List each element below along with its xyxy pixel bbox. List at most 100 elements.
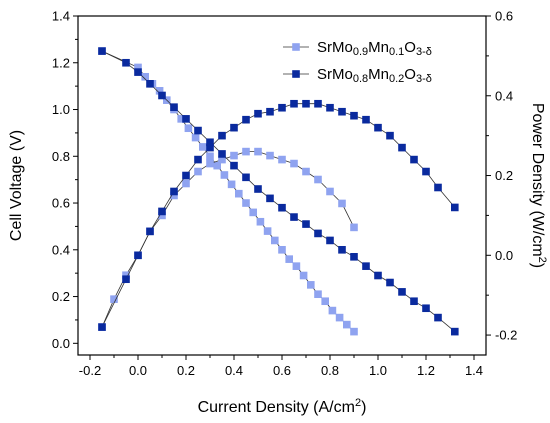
x-axis-title-text: Current Density (A/cm xyxy=(198,399,355,416)
left-y-tick-label: 0.2 xyxy=(52,289,70,304)
voltage-point xyxy=(374,271,382,280)
voltage-point xyxy=(230,161,238,170)
power-point xyxy=(314,175,322,184)
voltage-point xyxy=(302,220,310,228)
voltage-point xyxy=(184,124,193,133)
voltage-point xyxy=(177,115,185,123)
voltage-point xyxy=(134,63,142,72)
power-point xyxy=(290,99,298,108)
voltage-point xyxy=(410,297,418,306)
power-point xyxy=(422,167,430,176)
left-y-axis-ticks: 0.0 0.2 0.4 0.6 0.8 1.0 1.2 1.4 xyxy=(52,9,78,351)
voltage-point xyxy=(218,150,226,158)
power-point xyxy=(206,159,214,168)
power-point xyxy=(374,123,382,132)
voltage-point xyxy=(278,245,286,254)
voltage-point xyxy=(170,103,178,111)
x-tick-label: 0.4 xyxy=(225,363,243,378)
power-point xyxy=(230,151,238,160)
power-point xyxy=(110,295,118,303)
voltage-point xyxy=(314,229,322,238)
voltage-point xyxy=(254,185,262,193)
voltage-point xyxy=(328,306,337,315)
x-tick-label: 0.6 xyxy=(273,363,291,378)
legend-label-part: Mn xyxy=(368,39,389,56)
power-point xyxy=(170,191,178,200)
power-point xyxy=(146,227,154,236)
series-2 xyxy=(98,47,459,336)
voltage-point xyxy=(338,245,346,254)
power-point xyxy=(386,131,394,140)
right-y-tick-label: 0.2 xyxy=(495,168,513,183)
voltage-point xyxy=(249,208,257,217)
legend-label-part: 3-δ xyxy=(416,73,432,85)
voltage-point xyxy=(398,288,406,296)
voltage-point xyxy=(285,255,293,263)
voltage-point xyxy=(206,138,214,147)
power-point xyxy=(122,275,130,284)
legend: SrMo0.9Mn0.1O3-δ SrMo0.8Mn0.2O3-δ xyxy=(283,39,432,85)
left-y-axis-title: Cell Voltage (V) xyxy=(8,130,25,241)
voltage-point xyxy=(242,173,250,182)
voltage-point xyxy=(266,194,274,203)
x-axis-title-tail: ) xyxy=(361,399,366,416)
voltage-point xyxy=(290,213,298,221)
power-point xyxy=(314,99,322,108)
voltage-point xyxy=(350,253,358,261)
voltage-point xyxy=(278,203,286,212)
power-point xyxy=(338,107,346,116)
power-point xyxy=(158,207,166,216)
legend-label-part: SrMo xyxy=(317,66,353,83)
voltage-point xyxy=(220,171,229,179)
voltage-point xyxy=(386,278,394,287)
voltage-point xyxy=(321,297,329,306)
power-point xyxy=(122,271,130,280)
voltage-point xyxy=(155,87,164,95)
voltage-point xyxy=(191,133,200,142)
power-point xyxy=(158,211,166,220)
voltage-point xyxy=(350,327,358,336)
legend-label-part: 0.9 xyxy=(353,46,368,58)
voltage-point xyxy=(98,47,106,55)
power-point xyxy=(242,147,250,156)
left-y-tick-label: 0.4 xyxy=(52,242,70,257)
right-y-axis-title-text: Power Density (W/cm xyxy=(529,103,546,257)
x-axis-title: Current Density (A/cm2) xyxy=(198,397,367,416)
power-point xyxy=(350,223,358,232)
right-y-axis-ticks: -0.2 0.0 0.2 0.4 0.6 xyxy=(486,9,517,343)
voltage-point xyxy=(206,152,214,161)
left-y-tick-label: 1.2 xyxy=(52,55,70,70)
voltage-point xyxy=(335,313,344,322)
power-point xyxy=(194,167,202,176)
legend-label: SrMo0.8Mn0.2O3-δ xyxy=(317,66,432,85)
voltage-point xyxy=(422,304,430,313)
legend-label: SrMo0.9Mn0.1O3-δ xyxy=(317,39,432,58)
power-point xyxy=(398,143,406,152)
voltage-point xyxy=(307,281,315,289)
legend-label-part: Mn xyxy=(368,66,389,83)
voltage-line xyxy=(101,50,355,332)
legend-label-part: SrMo xyxy=(317,39,353,56)
voltage-point xyxy=(158,91,166,100)
left-y-tick-label: 0.8 xyxy=(52,149,70,164)
power-point xyxy=(302,99,310,108)
voltage-point xyxy=(182,115,190,123)
power-point xyxy=(182,179,190,188)
x-tick-label: 0.0 xyxy=(129,363,147,378)
voltage-point xyxy=(227,180,236,189)
left-y-tick-label: 1.0 xyxy=(52,102,70,117)
power-point xyxy=(218,131,226,140)
power-point xyxy=(242,115,250,124)
power-point xyxy=(98,323,106,331)
x-tick-label: -0.2 xyxy=(79,363,101,378)
x-axis-ticks: -0.2 0.0 0.2 0.4 0.6 0.8 1.0 1.2 1.4 xyxy=(79,355,483,378)
x-tick-label: 0.8 xyxy=(321,363,339,378)
power-point xyxy=(218,155,226,164)
voltage-point xyxy=(194,126,202,135)
legend-label-part: 0.8 xyxy=(353,73,368,85)
power-point xyxy=(362,115,370,124)
power-point xyxy=(194,155,202,164)
voltage-point xyxy=(299,271,308,280)
x-tick-label: 1.2 xyxy=(417,363,435,378)
x-tick-label: 1.4 xyxy=(465,363,483,378)
